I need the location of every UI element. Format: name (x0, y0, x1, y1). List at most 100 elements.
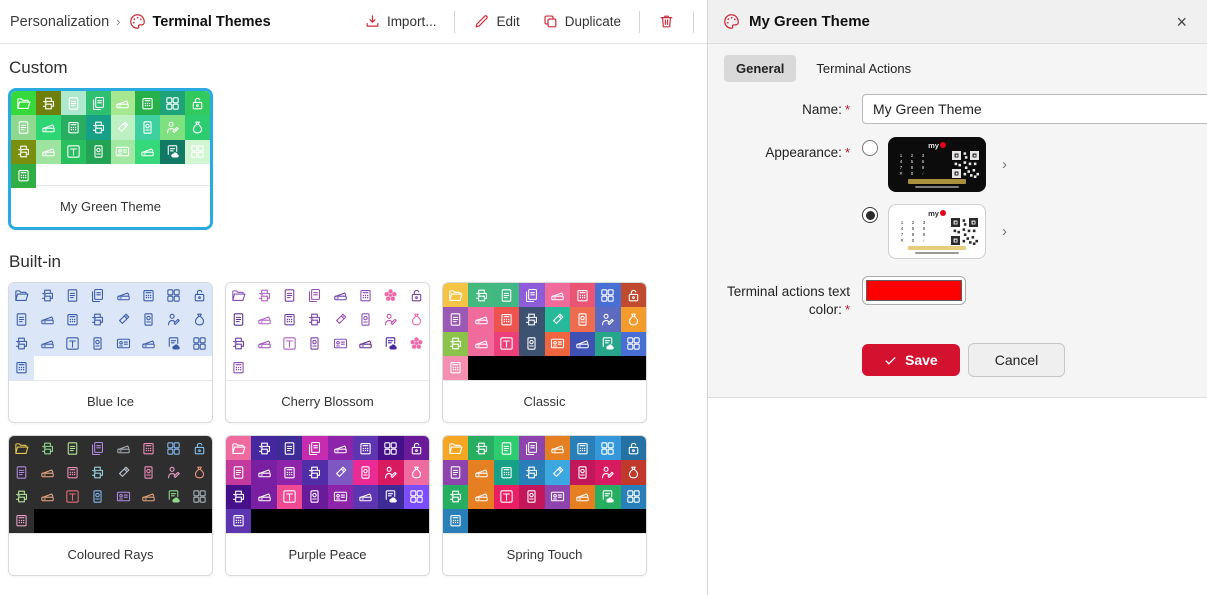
bag-icon (191, 464, 208, 481)
folder-icon (13, 440, 30, 457)
theme-tile (544, 460, 570, 485)
theme-tile (35, 115, 61, 140)
badge-icon (523, 335, 540, 352)
badge-icon (140, 311, 157, 328)
duplicate-button[interactable]: Duplicate (533, 7, 630, 36)
theme-tile (302, 508, 328, 533)
tab-terminal-actions[interactable]: Terminal Actions (816, 55, 911, 82)
printer-icon (473, 440, 490, 457)
bag-icon (191, 311, 208, 328)
palette-icon (724, 14, 739, 29)
preview-caption-bar (908, 246, 966, 250)
scanner-icon (549, 287, 566, 304)
doccloud-icon (599, 335, 616, 352)
theme-tile (185, 164, 210, 188)
theme-tile (378, 436, 404, 461)
theme-tile (34, 460, 60, 485)
usb-icon (549, 464, 566, 481)
theme-tile (160, 91, 186, 116)
theme-tile (251, 460, 277, 485)
theme-tile (85, 331, 111, 356)
theme-list-pane: Personalization › Terminal Themes Import… (0, 7, 707, 576)
theme-tile (544, 331, 570, 356)
theme-tile (302, 356, 327, 380)
theme-tile (403, 508, 429, 533)
theme-tile (302, 307, 328, 332)
person-icon (164, 119, 181, 136)
edit-button[interactable]: Edit (464, 7, 528, 36)
printer-icon (89, 464, 106, 481)
theme-tile (352, 460, 379, 485)
fax-icon (230, 359, 247, 376)
fax-icon (139, 95, 156, 112)
cancel-button[interactable]: Cancel (967, 343, 1066, 378)
tab-general[interactable]: General (724, 55, 797, 82)
panel-title: My Green Theme (749, 13, 870, 30)
theme-card-blue-ice[interactable]: Blue Ice (8, 282, 213, 423)
preview-caption-line (915, 185, 959, 188)
theme-tile (187, 356, 212, 380)
appearance-preview-dark[interactable]: my 1 2 3 4 5 6 7 8 9 ✕ 0 ✓ (888, 137, 986, 192)
panel-header: My Green Theme × (708, 0, 1207, 44)
theme-tile (60, 115, 86, 140)
theme-card-spring-touch[interactable]: Spring Touch (442, 435, 647, 576)
theme-tile (378, 356, 403, 380)
scanner-icon (115, 287, 132, 304)
theme-tile (378, 508, 404, 533)
fax-icon (498, 464, 515, 481)
docs-icon (306, 287, 323, 304)
theme-tile (327, 508, 353, 533)
next-chevron-icon[interactable]: › (1002, 156, 1007, 173)
radio-appearance-dark[interactable] (862, 140, 878, 156)
printer-icon (473, 287, 490, 304)
theme-tile (595, 484, 621, 509)
palette-icon (129, 14, 145, 29)
theme-tile (620, 307, 646, 332)
theme-card-cherry-blossom[interactable]: Cherry Blossom (225, 282, 430, 423)
close-button[interactable]: × (1170, 11, 1193, 33)
delete-button[interactable] (649, 7, 684, 36)
theme-tile (468, 307, 494, 332)
panel-body: General Terminal Actions Name:* Appearan… (708, 44, 1207, 399)
tile-grid (443, 283, 646, 380)
breadcrumb: Personalization › Terminal Themes (10, 12, 271, 31)
theme-tile (519, 436, 545, 461)
color-swatch-button[interactable] (862, 276, 966, 305)
appearance-preview-light[interactable]: my 1 2 3 4 5 6 7 8 9 ✕ 0 ✓ (888, 204, 986, 259)
theme-tile (620, 283, 646, 308)
edit-button-label: Edit (496, 14, 520, 29)
theme-tile (186, 283, 212, 308)
name-input[interactable] (862, 94, 1207, 124)
theme-card-my-green-theme[interactable]: My Green Theme (8, 88, 213, 230)
breadcrumb-parent[interactable]: Personalization (10, 13, 110, 30)
name-label: Name: * (802, 102, 850, 117)
theme-card-coloured-rays[interactable]: Coloured Rays (8, 435, 213, 576)
next-chevron-icon[interactable]: › (1002, 223, 1007, 240)
docs-icon (89, 287, 106, 304)
theme-tile (36, 164, 61, 188)
radio-appearance-light[interactable] (862, 207, 878, 223)
theme-tile (60, 356, 85, 380)
theme-tile (468, 355, 494, 380)
printer-icon (447, 335, 464, 352)
breadcrumb-current-label: Terminal Themes (152, 13, 271, 30)
scanner-icon (139, 143, 156, 160)
theme-card-purple-peace[interactable]: Purple Peace (225, 435, 430, 576)
theme-tile (595, 307, 621, 332)
check-icon (885, 357, 896, 365)
doc-icon (281, 287, 298, 304)
theme-card-classic[interactable]: Classic (442, 282, 647, 423)
save-button[interactable]: Save (862, 344, 960, 377)
theme-tile (544, 307, 570, 332)
atm-icon (281, 488, 298, 505)
theme-tile (34, 356, 59, 380)
theme-tile (226, 331, 252, 356)
theme-tile (519, 331, 545, 356)
theme-tile (110, 91, 136, 116)
import-button[interactable]: Import... (355, 7, 446, 36)
theme-tile (135, 331, 162, 356)
form-buttons-row: Save Cancel (708, 343, 1199, 378)
toolbar-separator (454, 10, 456, 33)
appearance-row: Appearance: * my 1 2 3 4 5 6 7 8 9 ✕ 0 ✓ › my 1 2 3 4 5 6 7 8 9 ✕… (708, 137, 1199, 259)
theme-tile (11, 163, 36, 188)
